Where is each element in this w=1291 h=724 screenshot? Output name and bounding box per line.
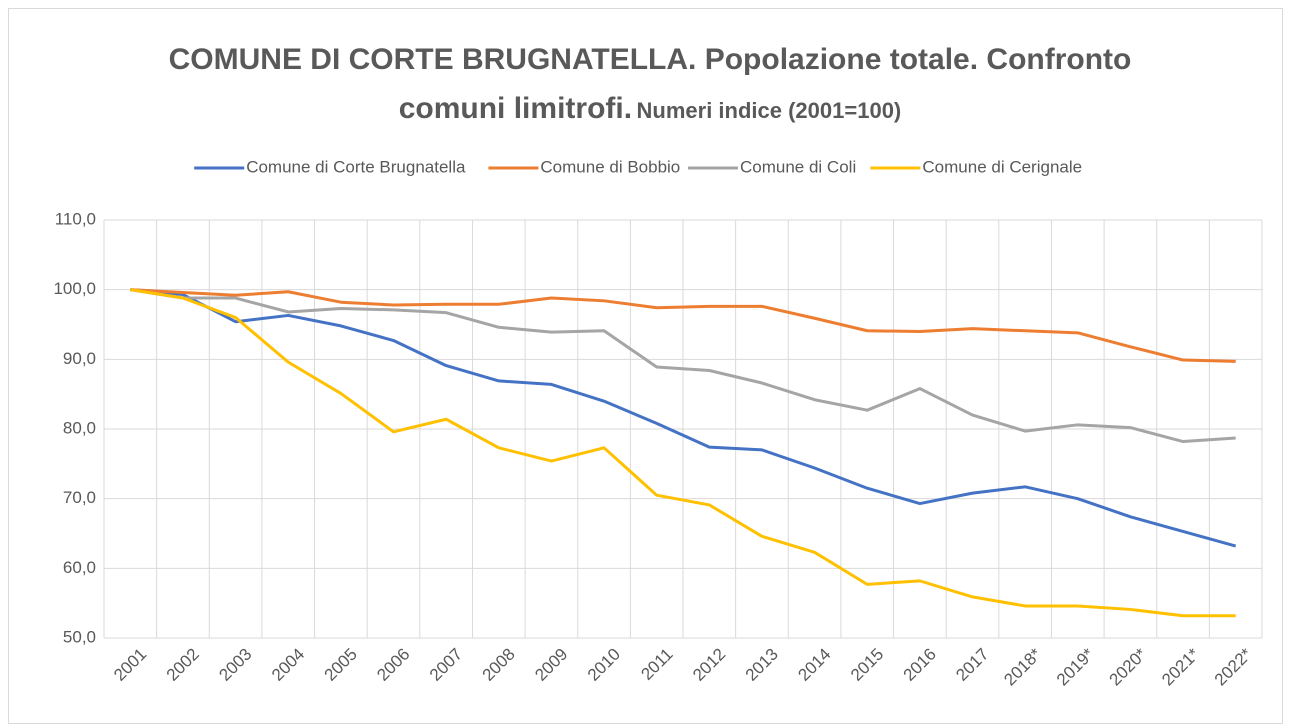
x-tick-label: 2020*: [1106, 644, 1151, 689]
x-tick-label: 2002: [163, 645, 203, 685]
x-tick-label: 2011: [637, 645, 676, 684]
x-tick-label: 2017: [952, 645, 992, 685]
chart-subtitle: Numeri indice (2001=100): [636, 98, 902, 123]
x-tick-label: 2021*: [1158, 644, 1203, 689]
series-line: [130, 288, 1236, 444]
x-tick-label: 2001: [110, 645, 150, 685]
legend-label: Comune di Cerignale: [922, 157, 1082, 176]
x-tick-label: 2010: [584, 645, 624, 685]
x-tick-label: 2006: [373, 645, 413, 685]
x-tick-label: 2004: [268, 645, 308, 685]
x-tick-label: 2005: [321, 645, 361, 685]
series-line: [130, 288, 1237, 548]
x-tick-label: 2013: [742, 645, 782, 685]
y-tick-label: 90,0: [63, 349, 96, 368]
x-tick-label: 2009: [531, 645, 571, 685]
x-tick-label: 2003: [215, 645, 255, 685]
y-tick-label: 80,0: [63, 418, 96, 437]
x-tick-label: 2016: [900, 645, 940, 685]
x-tick-label: 2019*: [1053, 644, 1098, 689]
x-tick-label: 2014: [794, 645, 834, 685]
legend-label: Comune di Corte Brugnatella: [246, 157, 466, 176]
y-tick-label: 100,0: [53, 279, 96, 298]
y-tick-label: 50,0: [63, 627, 96, 646]
x-tick-label: 2015: [847, 645, 887, 685]
y-tick-label: 110,0: [55, 209, 96, 228]
legend-label: Comune di Bobbio: [540, 157, 680, 176]
chart-title: COMUNE DI CORTE BRUGNATELLA. Popolazione…: [168, 43, 1132, 125]
x-tick-label: 2018*: [1000, 644, 1045, 689]
legend-label: Comune di Coli: [740, 157, 856, 176]
x-tick-label: 2012: [689, 645, 729, 685]
series-line: [130, 288, 1236, 618]
x-tick-label: 2008: [479, 645, 519, 685]
x-tick-label: 2022*: [1211, 644, 1256, 689]
series-line: [130, 288, 1236, 363]
y-tick-label: 70,0: [63, 488, 96, 507]
x-tick-label: 2007: [426, 645, 466, 685]
title-box: COMUNE DI CORTE BRUGNATELLA. Popolazione…: [120, 38, 1180, 136]
y-tick-label: 60,0: [63, 558, 96, 577]
